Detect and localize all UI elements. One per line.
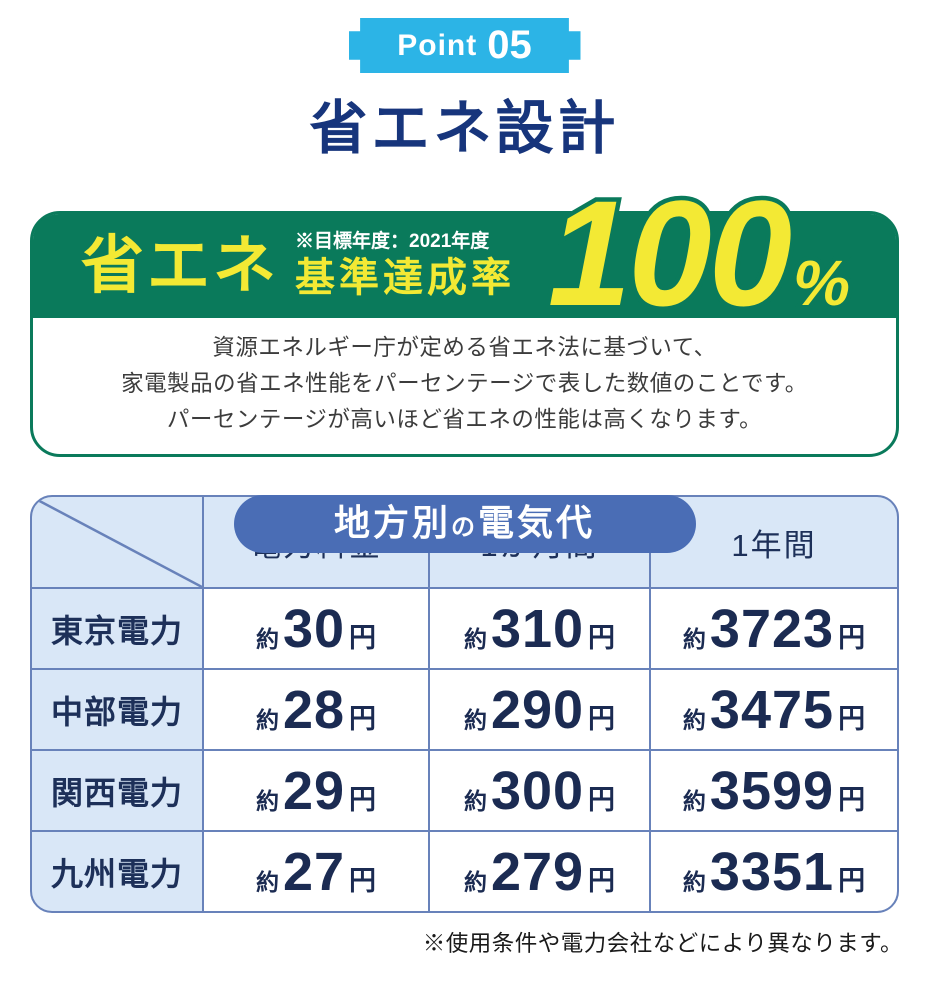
approx-prefix: 約 bbox=[463, 868, 487, 895]
cell-value: 3351 bbox=[709, 841, 835, 902]
row-label-kansai: 関西電力 bbox=[32, 751, 202, 830]
row-label-chubu: 中部電力 bbox=[32, 670, 202, 749]
approx-prefix: 約 bbox=[255, 706, 279, 733]
achievement-rate-outline: 100% bbox=[543, 169, 854, 337]
description-line-2: 家電製品の省エネ性能をパーセンテージで表した数値のことです。 bbox=[121, 371, 808, 396]
achievement-rate-value: 100% 100% bbox=[543, 169, 854, 337]
cell-value: 279 bbox=[490, 841, 585, 902]
pill-part1: 地方別 bbox=[333, 502, 451, 543]
pill-particle: の bbox=[451, 514, 478, 541]
table-cell: 約 3351 円 bbox=[651, 832, 897, 911]
table-corner-cell bbox=[32, 497, 202, 587]
table-title-pill: 地方別の電気代 bbox=[233, 495, 696, 553]
cell-value: 310 bbox=[490, 598, 585, 659]
table-cell: 約 310 円 bbox=[430, 589, 649, 668]
approx-prefix: 約 bbox=[682, 787, 706, 814]
point-badge-label: Point bbox=[397, 28, 478, 62]
banner-sub-column: ※目標年度：2021年度 基準達成率 bbox=[295, 231, 515, 302]
row-label-tokyo: 東京電力 bbox=[32, 589, 202, 668]
table-footnote: ※使用条件や電力会社などにより異なります。 bbox=[422, 931, 903, 956]
approx-prefix: 約 bbox=[463, 625, 487, 652]
table-cell: 約 29 円 bbox=[204, 751, 428, 830]
description-line-1: 資源エネルギー庁が定める省エネ法に基づいて、 bbox=[212, 335, 717, 360]
table-cell: 約 3475 円 bbox=[651, 670, 897, 749]
approx-prefix: 約 bbox=[682, 868, 706, 895]
table-cell: 約 27 円 bbox=[204, 832, 428, 911]
yen-unit: 円 bbox=[588, 865, 616, 896]
pill-part2: 電気代 bbox=[478, 502, 596, 543]
approx-prefix: 約 bbox=[682, 706, 706, 733]
yen-unit: 円 bbox=[349, 865, 377, 896]
cell-value: 29 bbox=[282, 760, 346, 821]
table-cell: 約 30 円 bbox=[204, 589, 428, 668]
approx-prefix: 約 bbox=[255, 787, 279, 814]
banner-description: 資源エネルギー庁が定める省エネ法に基づいて、 家電製品の省エネ性能をパーセンテー… bbox=[33, 318, 896, 454]
table-cell: 約 3599 円 bbox=[651, 751, 897, 830]
achievement-rate-text: 100% bbox=[547, 169, 850, 337]
yen-unit: 円 bbox=[588, 703, 616, 734]
table-cell: 約 28 円 bbox=[204, 670, 428, 749]
cell-value: 3599 bbox=[709, 760, 835, 821]
cell-value: 300 bbox=[490, 760, 585, 821]
cell-value: 3723 bbox=[709, 598, 835, 659]
point-badge: Point 05 bbox=[348, 18, 581, 73]
page-title: 省エネ設計 bbox=[309, 96, 620, 161]
yen-unit: 円 bbox=[588, 784, 616, 815]
description-line-3: パーセンテージが高いほど省エネの性能は高くなります。 bbox=[166, 407, 763, 432]
table-cell: 約 3723 円 bbox=[651, 589, 897, 668]
approx-prefix: 約 bbox=[463, 787, 487, 814]
cell-value: 290 bbox=[490, 679, 585, 740]
yen-unit: 円 bbox=[838, 622, 866, 653]
cell-value: 30 bbox=[282, 598, 346, 659]
approx-prefix: 約 bbox=[255, 868, 279, 895]
yen-unit: 円 bbox=[838, 703, 866, 734]
table-cell: 約 290 円 bbox=[430, 670, 649, 749]
energy-saving-banner-card: 省エネ ※目標年度：2021年度 基準達成率 100% 100% 資源エネルギー… bbox=[30, 174, 899, 457]
yen-unit: 円 bbox=[838, 784, 866, 815]
diagonal-line bbox=[32, 497, 202, 587]
cell-value: 27 bbox=[282, 841, 346, 902]
yen-unit: 円 bbox=[349, 784, 377, 815]
banner-header: 省エネ ※目標年度：2021年度 基準達成率 100% 100% bbox=[33, 174, 896, 333]
yen-unit: 円 bbox=[588, 622, 616, 653]
yen-unit: 円 bbox=[349, 703, 377, 734]
point-badge-number: 05 bbox=[487, 23, 532, 67]
approx-prefix: 約 bbox=[682, 625, 706, 652]
banner-sub-label: 基準達成率 bbox=[295, 256, 515, 301]
table-cell: 約 300 円 bbox=[430, 751, 649, 830]
banner-main-label: 省エネ bbox=[81, 230, 279, 301]
table-cell: 約 279 円 bbox=[430, 832, 649, 911]
approx-prefix: 約 bbox=[255, 625, 279, 652]
yen-unit: 円 bbox=[838, 865, 866, 896]
cell-value: 28 bbox=[282, 679, 346, 740]
row-label-kyushu: 九州電力 bbox=[32, 832, 202, 911]
approx-prefix: 約 bbox=[463, 706, 487, 733]
cell-value: 3475 bbox=[709, 679, 835, 740]
banner-target-year-note: ※目標年度：2021年度 bbox=[295, 230, 490, 252]
yen-unit: 円 bbox=[349, 622, 377, 653]
